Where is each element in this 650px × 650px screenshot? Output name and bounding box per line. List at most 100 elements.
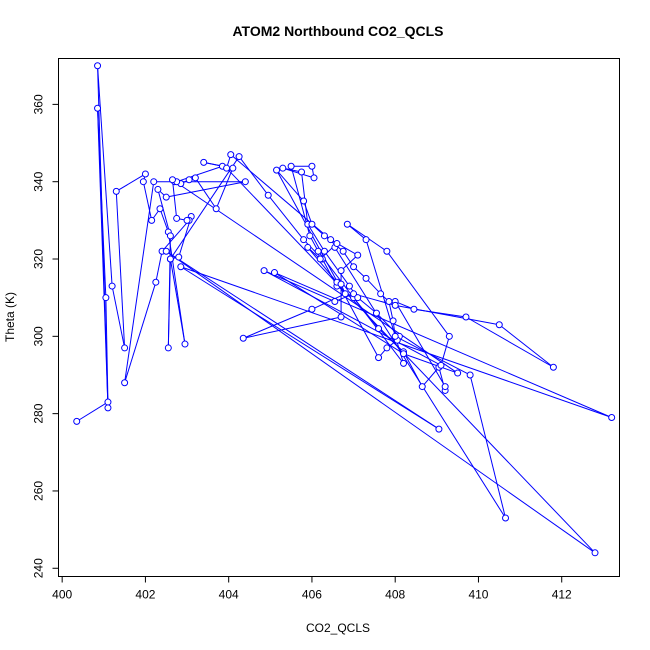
data-point xyxy=(162,193,170,201)
data-point xyxy=(343,220,351,228)
data-point xyxy=(549,363,557,371)
data-point xyxy=(341,290,349,298)
data-point xyxy=(383,247,391,255)
data-point xyxy=(435,425,443,433)
series-line-segment xyxy=(166,181,246,198)
data-point xyxy=(350,290,358,298)
data-point xyxy=(410,305,418,313)
data-point xyxy=(502,514,510,522)
series-line-segment xyxy=(394,301,446,387)
data-point xyxy=(385,298,393,306)
data-point xyxy=(104,404,112,412)
data-point xyxy=(104,398,112,406)
data-point xyxy=(400,350,408,358)
data-point xyxy=(362,236,370,244)
series-line-segment xyxy=(403,353,458,374)
data-point xyxy=(466,371,474,379)
data-point xyxy=(191,174,199,182)
data-point xyxy=(141,170,149,178)
data-point xyxy=(200,158,208,166)
data-point xyxy=(112,187,120,195)
data-point xyxy=(391,301,399,309)
series-line-segment xyxy=(276,169,304,202)
y-axis: 240 260 280 300 320 340 360 xyxy=(32,94,59,578)
x-axis-label: CO2_QCLS xyxy=(306,621,370,635)
x-tick-label: 400 xyxy=(52,588,72,602)
data-point xyxy=(350,263,358,271)
data-point xyxy=(320,247,328,255)
series-line-segment xyxy=(421,366,440,387)
data-point xyxy=(223,164,231,172)
series-line-segment xyxy=(357,297,377,314)
data-point xyxy=(437,361,445,369)
data-point xyxy=(300,197,308,205)
data-point xyxy=(229,164,237,172)
data-point xyxy=(177,263,185,271)
data-point xyxy=(162,247,170,255)
data-point xyxy=(354,251,362,259)
y-axis-label: Theta (K) xyxy=(3,292,17,342)
series-line-segment xyxy=(238,156,269,196)
series-line-segment xyxy=(307,223,325,252)
data-point xyxy=(300,236,308,244)
data-point xyxy=(377,290,385,298)
data-point xyxy=(270,269,278,277)
series-line-segment xyxy=(161,220,190,252)
data-point xyxy=(150,178,158,186)
data-point xyxy=(239,334,247,342)
data-point xyxy=(314,247,322,255)
data-point xyxy=(418,383,426,391)
series-line-segment xyxy=(97,65,113,287)
data-point xyxy=(354,294,362,302)
x-tick-label: 408 xyxy=(385,588,405,602)
series-line-segment xyxy=(76,401,109,422)
data-point xyxy=(148,216,156,224)
series-line-segment xyxy=(263,270,336,302)
y-tick-label: 360 xyxy=(32,94,46,114)
series-line-segment xyxy=(176,165,223,183)
series-line-segment xyxy=(167,259,171,348)
data-point xyxy=(310,174,318,182)
series-line-segment xyxy=(376,312,400,337)
series-line-segment xyxy=(276,169,379,358)
data-point xyxy=(337,267,345,275)
data-point xyxy=(164,344,172,352)
series-line-segment xyxy=(157,189,171,236)
data-point xyxy=(345,282,353,290)
data-point xyxy=(308,162,316,170)
data-point xyxy=(462,313,470,321)
data-point xyxy=(362,274,370,282)
series-line-segment xyxy=(155,251,163,283)
data-point xyxy=(389,317,397,325)
data-point xyxy=(183,216,191,224)
series-line-segment xyxy=(469,374,507,519)
series-line-segment xyxy=(303,200,313,225)
data-point xyxy=(260,267,268,275)
chart-title: ATOM2 Northbound CO2_QCLS xyxy=(232,23,443,39)
series-line-segment xyxy=(180,266,440,430)
series-line-segment xyxy=(172,179,458,374)
data-point xyxy=(166,255,174,263)
data-point xyxy=(400,359,408,367)
data-point xyxy=(108,282,116,290)
series-line-segment xyxy=(340,254,359,271)
data-point xyxy=(454,369,462,377)
series-line-segment xyxy=(324,250,350,287)
data-point xyxy=(383,344,391,352)
series-line-segment xyxy=(124,181,155,383)
x-tick-label: 404 xyxy=(219,588,239,602)
data-point xyxy=(156,205,164,213)
data-point xyxy=(441,383,449,391)
data-point xyxy=(608,414,616,422)
data-point xyxy=(168,176,176,184)
y-tick-label: 260 xyxy=(32,481,46,501)
data-point xyxy=(121,379,129,387)
series-line-segment xyxy=(307,247,338,283)
y-tick-label: 280 xyxy=(32,403,46,423)
data-point xyxy=(306,232,314,240)
data-point xyxy=(152,278,160,286)
series-line-segment xyxy=(142,181,153,221)
series-line-segment xyxy=(97,65,109,408)
series-line-segment xyxy=(111,285,126,349)
data-point xyxy=(241,178,249,186)
